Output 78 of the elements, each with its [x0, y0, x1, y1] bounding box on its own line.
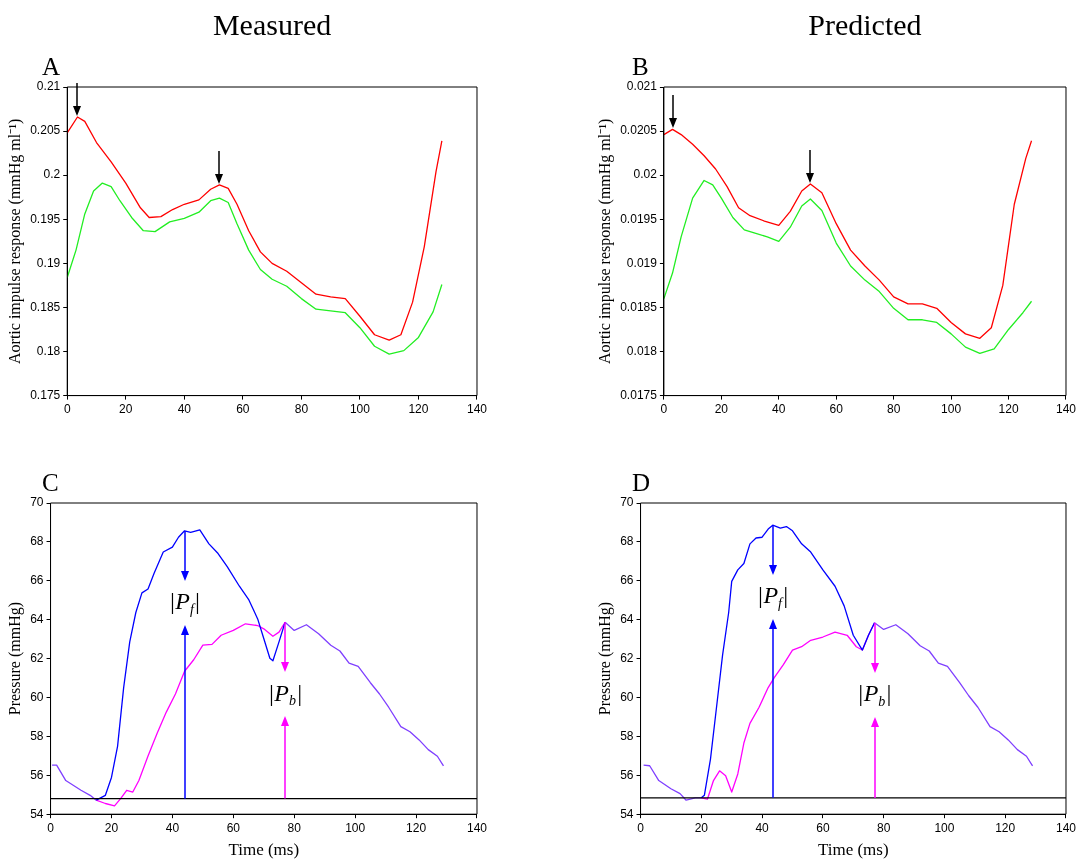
x-tick-label: 0 [63, 402, 71, 417]
x-tick-label: 60 [236, 402, 250, 417]
x-tick-label: 80 [886, 402, 901, 417]
chart-title: Predicted [807, 8, 923, 42]
chart-subtitle: A [42, 53, 61, 81]
chart-subtitle: D [632, 469, 651, 497]
y-tick-label: 70 [30, 495, 44, 510]
y-tick-label: 70 [620, 495, 634, 510]
x-tick-label: 40 [165, 820, 180, 835]
x-tick-label: 120 [998, 402, 1019, 417]
y-axis-title: Pressure (mmHg) [595, 601, 614, 716]
x-tick-label: 140 [466, 820, 488, 835]
x-tick-label: 120 [408, 402, 429, 417]
x-tick-label: 120 [406, 820, 427, 835]
chart-title: Measured [211, 8, 333, 42]
y-tick-label: 64 [30, 612, 44, 627]
x-tick-label: 60 [226, 820, 241, 835]
y-tick-label: 0.2 [43, 167, 61, 182]
y-axis-title: Aortic impulse response (mmHg ml⁻¹) [5, 118, 24, 364]
y-tick-label: 0.18 [36, 343, 61, 358]
y-tick-label: 62 [620, 650, 634, 665]
y-tick-label: 60 [620, 689, 634, 704]
x-tick-label: 80 [287, 820, 302, 835]
y-tick-label: 58 [620, 728, 634, 743]
x-tick-label: 140 [1055, 820, 1077, 835]
x-tick-label: 140 [1055, 402, 1077, 417]
y-tick-label: 0.0205 [620, 123, 658, 138]
x-tick-label: 100 [941, 402, 962, 417]
x-tick-label: 40 [755, 820, 770, 835]
y-axis-title: Aortic impulse response (mmHg ml⁻¹) [595, 118, 614, 364]
y-tick-label: 0.185 [30, 299, 61, 314]
x-tick-label: 80 [294, 402, 309, 417]
x-tick-label: 80 [876, 820, 891, 835]
y-tick-label: 0.0195 [620, 211, 658, 226]
y-tick-label: 0.02 [633, 167, 658, 182]
x-tick-label: 100 [345, 820, 366, 835]
x-tick-label: 120 [995, 820, 1016, 835]
y-axis-title: Pressure (mmHg) [5, 601, 24, 716]
y-tick-label: 0.175 [30, 387, 61, 402]
chart-subtitle: C [42, 469, 59, 497]
y-tick-label: 0.21 [36, 79, 61, 94]
x-tick-label: 140 [466, 402, 488, 417]
x-tick-label: 0 [660, 402, 668, 417]
x-tick-label: 20 [104, 820, 119, 835]
y-tick-label: 0.021 [626, 79, 658, 94]
y-tick-label: 60 [30, 689, 44, 704]
y-tick-label: 66 [620, 573, 634, 588]
x-tick-label: 60 [829, 402, 844, 417]
y-tick-label: 0.0185 [620, 299, 658, 314]
chart-subtitle: B [632, 53, 649, 81]
y-tick-label: 68 [620, 534, 634, 549]
x-axis-title: Time (ms) [228, 840, 300, 860]
y-tick-label: 64 [620, 612, 634, 627]
y-tick-label: 54 [30, 806, 44, 821]
x-tick-label: 20 [119, 402, 133, 417]
y-tick-label: 56 [620, 767, 634, 782]
x-tick-label: 100 [349, 402, 371, 417]
y-tick-label: 62 [30, 650, 44, 665]
x-tick-label: 0 [47, 820, 55, 835]
x-tick-label: 20 [714, 402, 729, 417]
y-tick-label: 0.019 [626, 255, 658, 270]
y-tick-label: 0.018 [626, 343, 658, 358]
x-tick-label: 0 [637, 820, 645, 835]
x-tick-label: 40 [772, 402, 786, 417]
y-tick-label: 0.195 [30, 211, 61, 226]
x-tick-label: 60 [816, 820, 830, 835]
x-tick-label: 40 [177, 402, 192, 417]
y-tick-label: 54 [620, 806, 634, 821]
y-tick-label: 0.19 [36, 255, 61, 270]
y-tick-label: 0.205 [30, 123, 61, 138]
y-tick-label: 58 [30, 728, 44, 743]
x-axis-title: Time (ms) [817, 840, 889, 860]
y-tick-label: 68 [30, 534, 44, 549]
y-tick-label: 66 [30, 573, 44, 588]
x-tick-label: 100 [934, 820, 955, 835]
x-tick-label: 20 [694, 820, 709, 835]
y-tick-label: 0.0175 [620, 387, 658, 402]
y-tick-label: 56 [30, 767, 44, 782]
